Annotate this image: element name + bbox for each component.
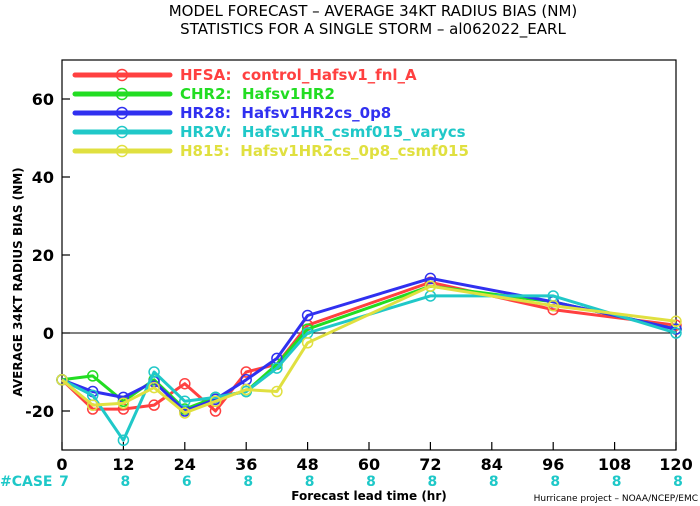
- series-group: [56, 272, 682, 446]
- case-label: #CASE: [0, 474, 53, 490]
- series-marker: [179, 407, 191, 419]
- series-marker: [424, 280, 437, 292]
- case-count: 8: [612, 474, 622, 490]
- y-tick-label: 0: [43, 324, 54, 343]
- legend-marker: [115, 125, 129, 139]
- case-count: 8: [305, 474, 315, 490]
- series-marker: [86, 370, 99, 382]
- x-tick-label: 36: [235, 455, 257, 474]
- series-marker: [179, 395, 191, 407]
- x-axis-label: Forecast lead time (hr): [291, 489, 447, 503]
- case-count: 8: [489, 474, 499, 490]
- legend-label: HR2V: Hafsv1HR_csmf015_varycs: [180, 123, 466, 141]
- legend-label: H815: Hafsv1HR2cs_0p8_csmf015: [180, 142, 469, 160]
- series-marker: [301, 309, 314, 322]
- series-line: [61, 294, 677, 442]
- case-count: 8: [243, 474, 253, 490]
- y-tick-label: 40: [32, 168, 54, 187]
- y-tick-label: -20: [25, 402, 54, 421]
- series-marker: [670, 315, 682, 328]
- legend-marker: [115, 144, 129, 158]
- legend-marker: [115, 68, 129, 82]
- legend-label: HFSA: control_Hafsv1_fnl_A: [180, 66, 417, 84]
- x-axis: 0 12 24 36 48 60 72 84 96 108 120: [56, 442, 693, 474]
- case-count: 8: [428, 474, 438, 490]
- x-tick-label: 84: [481, 455, 503, 474]
- x-tick-label: 120: [659, 455, 692, 474]
- x-tick-label: 24: [174, 455, 196, 474]
- case-count: 8: [366, 474, 376, 490]
- x-tick-label: 60: [358, 455, 380, 474]
- series-marker: [271, 385, 283, 398]
- y-axis: -20 0 20 40 60: [25, 90, 70, 421]
- x-tick-label: 12: [112, 455, 134, 474]
- series-marker: [56, 374, 68, 386]
- legend-label: HR28: Hafsv1HR2cs_0p8: [180, 104, 391, 122]
- case-count: 6: [182, 474, 192, 490]
- chart-title: MODEL FORECAST – AVERAGE 34KT RADIUS BIA…: [169, 2, 578, 20]
- series-marker: [209, 395, 222, 407]
- y-axis-label: AVERAGE 34KT RADIUS BIAS (NM): [11, 167, 25, 396]
- x-tick-label: 72: [419, 455, 441, 474]
- series-marker: [271, 362, 283, 374]
- series-marker: [179, 377, 191, 390]
- series-marker: [547, 299, 559, 312]
- series-marker: [86, 399, 99, 411]
- x-tick-label: 108: [598, 455, 631, 474]
- series-marker: [148, 399, 160, 411]
- series-marker: [117, 434, 130, 446]
- series-marker: [240, 383, 252, 396]
- case-count: 8: [121, 474, 131, 490]
- case-count: 8: [673, 474, 683, 490]
- series-marker: [148, 366, 160, 378]
- series-marker: [148, 381, 160, 394]
- x-tick-label: 0: [56, 455, 67, 474]
- series-marker: [117, 397, 130, 409]
- case-count: 7: [59, 474, 69, 490]
- series-marker: [670, 327, 682, 339]
- legend-marker: [115, 106, 129, 120]
- legend-marker: [115, 87, 129, 101]
- series-marker: [670, 323, 682, 335]
- case-count: 8: [550, 474, 560, 490]
- series-marker: [424, 272, 437, 285]
- series-marker: [301, 337, 314, 349]
- legend-label: CHR2: Hafsv1HR2: [180, 85, 335, 103]
- y-tick-label: 20: [32, 246, 54, 265]
- x-tick-label: 96: [542, 455, 564, 474]
- series-line: [61, 276, 677, 413]
- x-tick-label: 48: [296, 455, 318, 474]
- chart-subtitle: STATISTICS FOR A SINGLE STORM – al062022…: [180, 20, 566, 39]
- case-counts: 7 8 6 8 8 8 8 8 8 8 8: [59, 474, 683, 490]
- series-marker: [240, 366, 252, 378]
- credit-text: Hurricane project – NOAA/NCEP/EMC: [534, 494, 698, 504]
- y-tick-label: 60: [32, 90, 54, 109]
- series-line: [60, 280, 677, 413]
